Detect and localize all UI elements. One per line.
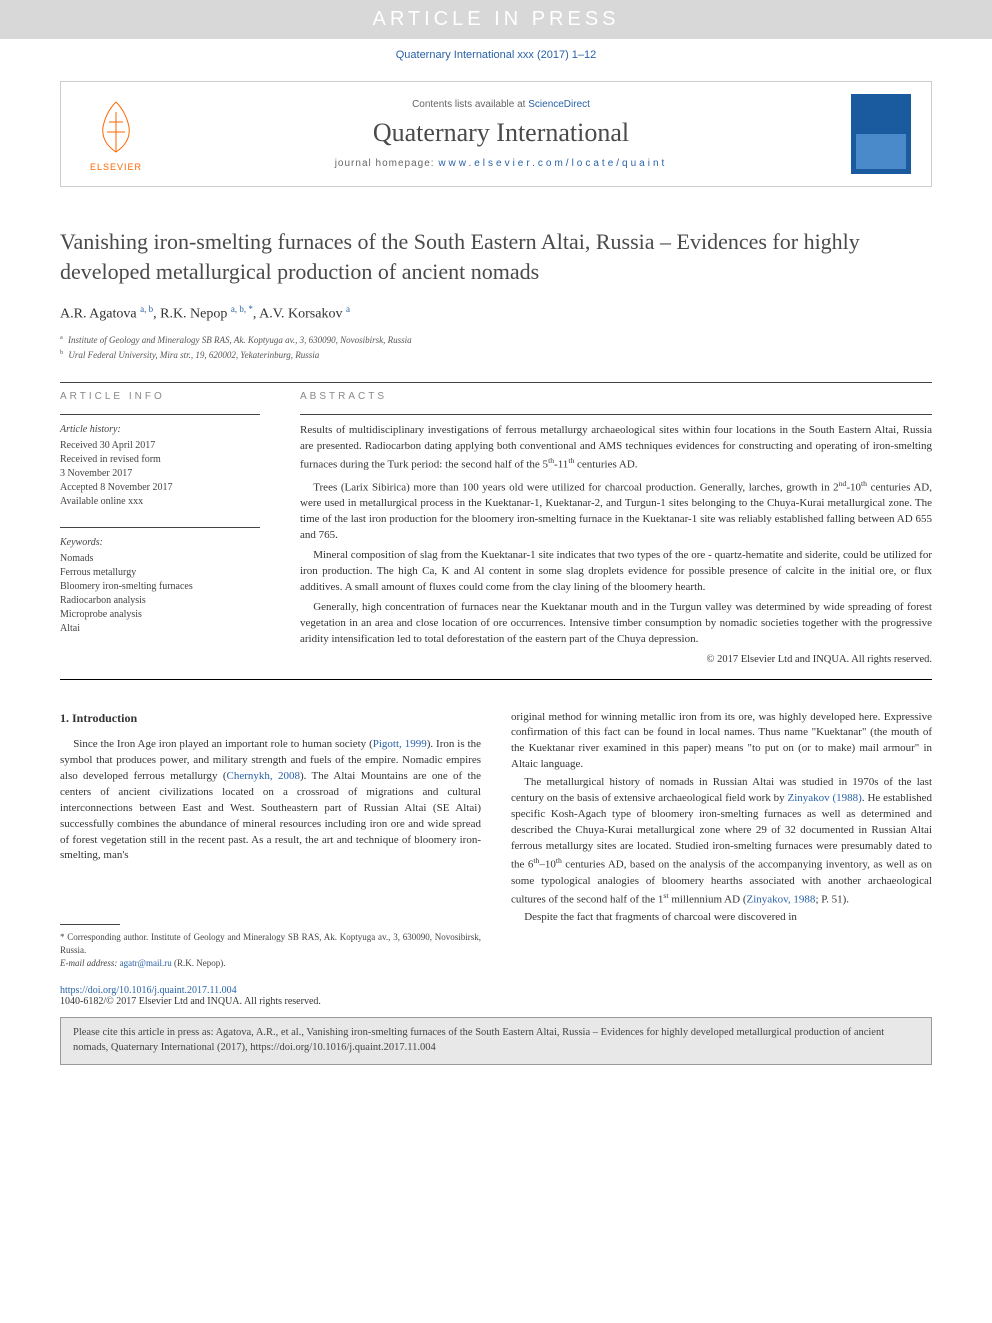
- abstract-paragraph: Trees (Larix Sibirica) more than 100 yea…: [300, 478, 932, 544]
- article-history: Received 30 April 2017Received in revise…: [60, 439, 260, 509]
- elsevier-label: ELSEVIER: [81, 162, 151, 172]
- doi-block: https://doi.org/10.1016/j.quaint.2017.11…: [60, 985, 932, 1007]
- journal-name: Quaternary International: [151, 118, 851, 148]
- body-paragraph: The metallurgical history of nomads in R…: [511, 775, 932, 908]
- divider: [60, 414, 260, 415]
- top-citation: Quaternary International xxx (2017) 1–12: [0, 39, 992, 71]
- journal-header: ELSEVIER Contents lists available at Sci…: [60, 81, 932, 187]
- citation-link[interactable]: Pigott, 1999: [373, 738, 427, 750]
- elsevier-logo[interactable]: ELSEVIER: [81, 97, 151, 172]
- history-label: Article history:: [60, 423, 260, 437]
- footnotes: * Corresponding author. Institute of Geo…: [60, 924, 481, 969]
- citation-link[interactable]: Zinyakov (1988): [788, 792, 862, 804]
- divider-thick: [60, 679, 932, 680]
- elsevier-tree-icon: [91, 97, 141, 157]
- corresponding-email-link[interactable]: agatr@mail.ru: [120, 958, 172, 968]
- citation-link[interactable]: Zinyakov, 1988: [746, 893, 815, 905]
- divider: [300, 414, 932, 415]
- doi-link[interactable]: https://doi.org/10.1016/j.quaint.2017.11…: [60, 985, 237, 996]
- corresponding-author-note: * Corresponding author. Institute of Geo…: [60, 931, 481, 956]
- article-in-press-banner: ARTICLE IN PRESS: [0, 0, 992, 39]
- abstract-paragraph: Mineral composition of slag from the Kue…: [300, 548, 932, 596]
- citation-box: Please cite this article in press as: Ag…: [60, 1017, 932, 1064]
- article-title: Vanishing iron-smelting furnaces of the …: [60, 227, 932, 286]
- citation-link[interactable]: Chernykh, 2008: [227, 770, 300, 782]
- contents-available: Contents lists available at ScienceDirec…: [151, 99, 851, 110]
- article-info-column: ARTICLE INFO Article history: Received 3…: [60, 391, 260, 665]
- article-info-heading: ARTICLE INFO: [60, 391, 260, 402]
- keywords-list: NomadsFerrous metallurgyBloomery iron-sm…: [60, 552, 260, 636]
- abstract-copyright: © 2017 Elsevier Ltd and INQUA. All right…: [300, 654, 932, 665]
- article-body: 1. Introduction Since the Iron Age iron …: [60, 710, 932, 970]
- sciencedirect-link[interactable]: ScienceDirect: [528, 99, 590, 110]
- abstract-paragraph: Generally, high concentration of furnace…: [300, 600, 932, 648]
- homepage-link[interactable]: www.elsevier.com/locate/quaint: [438, 158, 667, 169]
- affiliations: a Institute of Geology and Mineralogy SB…: [60, 333, 932, 362]
- abstract-column: ABSTRACTS Results of multidisciplinary i…: [300, 391, 932, 665]
- abstract-paragraph: Results of multidisciplinary investigati…: [300, 423, 932, 473]
- body-paragraph: Since the Iron Age iron played an import…: [60, 737, 481, 865]
- email-line: E-mail address: agatr@mail.ru (R.K. Nepo…: [60, 957, 481, 970]
- authors-list: A.R. Agatova a, b, R.K. Nepop a, b, *, A…: [60, 304, 932, 323]
- keywords-label: Keywords:: [60, 536, 260, 550]
- abstract-heading: ABSTRACTS: [300, 391, 932, 402]
- body-paragraph: Despite the fact that fragments of charc…: [511, 910, 932, 926]
- body-paragraph: original method for winning metallic iro…: [511, 710, 932, 774]
- issn-copyright: 1040-6182/© 2017 Elsevier Ltd and INQUA.…: [60, 996, 321, 1007]
- divider: [60, 527, 260, 528]
- journal-homepage: journal homepage: www.elsevier.com/locat…: [151, 158, 851, 169]
- section-heading-introduction: 1. Introduction: [60, 710, 481, 727]
- divider: [60, 382, 932, 383]
- journal-cover-thumbnail[interactable]: [851, 94, 911, 174]
